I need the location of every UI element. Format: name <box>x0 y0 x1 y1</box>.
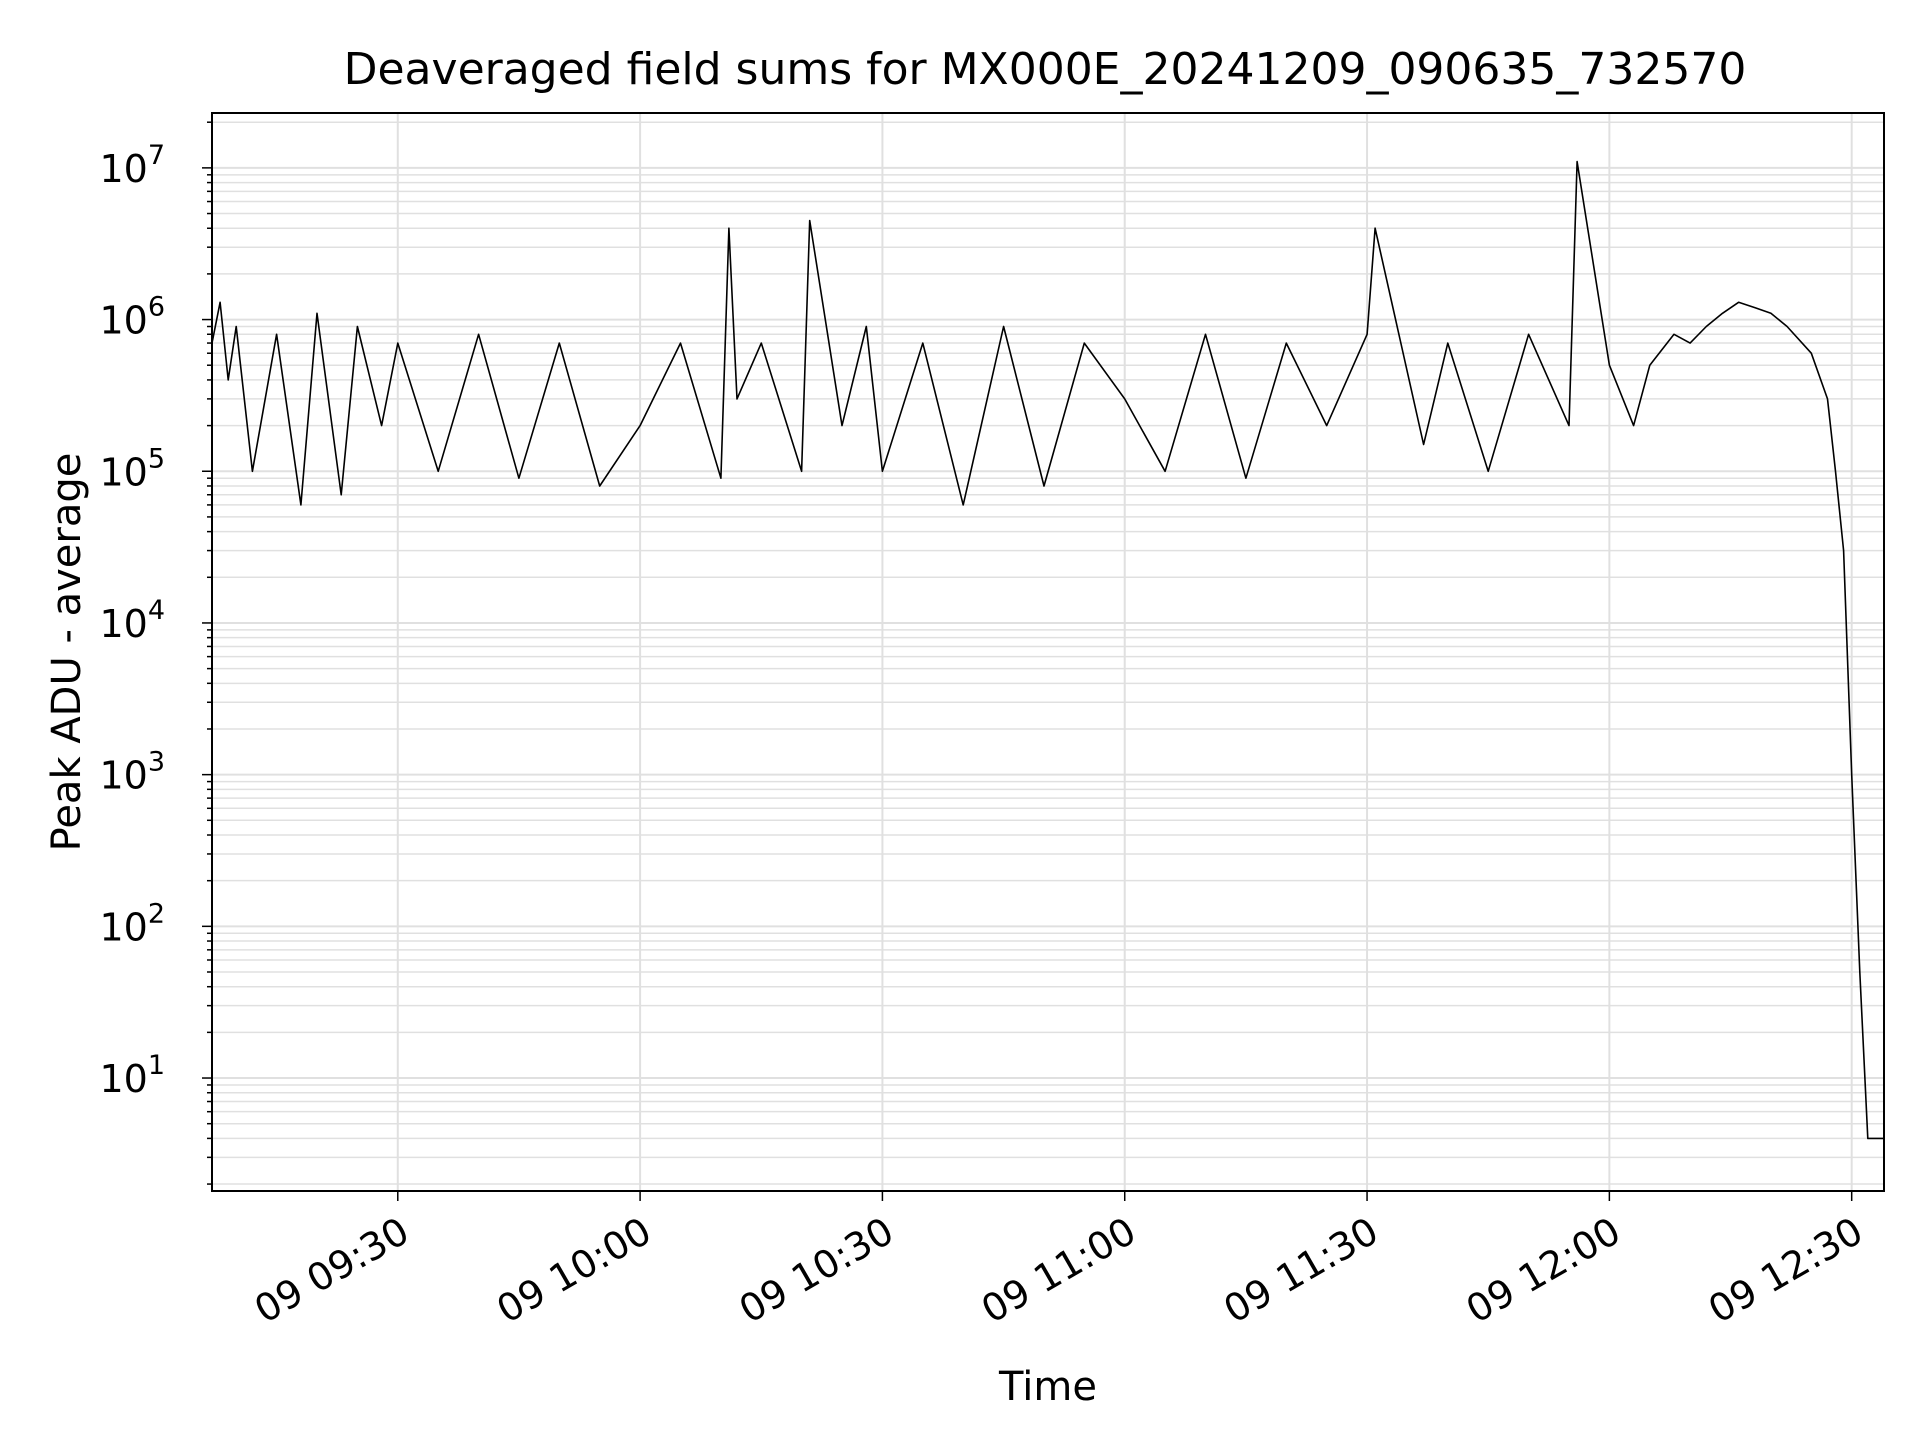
y-tick-label: 103 <box>99 747 165 798</box>
x-axis-label: Time <box>998 1364 1097 1410</box>
series-line <box>211 160 1884 1140</box>
y-tick-label: 102 <box>99 898 165 949</box>
series-layer <box>211 160 1884 1140</box>
y-tick-label: 104 <box>99 595 165 646</box>
grid-lines <box>212 113 1884 1191</box>
plot-frame <box>211 112 1885 1192</box>
chart-title: Deaveraged field sums for MX000E_2024120… <box>344 44 1747 95</box>
y-tick-label: 101 <box>99 1050 165 1101</box>
y-tick-label: 107 <box>99 140 165 191</box>
y-axis-label: Peak ADU - average <box>44 453 90 852</box>
y-tick-label: 105 <box>99 443 165 494</box>
y-tick-label: 106 <box>99 292 165 343</box>
